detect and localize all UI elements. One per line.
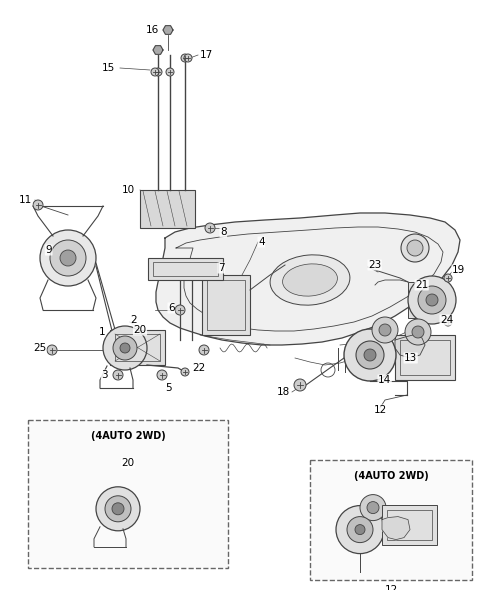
Text: 19: 19 (452, 265, 465, 275)
Circle shape (412, 326, 424, 338)
Circle shape (344, 329, 396, 381)
Bar (310, 460, 472, 580)
Circle shape (336, 506, 384, 553)
Circle shape (401, 234, 429, 262)
Text: 17: 17 (200, 50, 213, 60)
Text: 25: 25 (33, 343, 46, 353)
Circle shape (181, 54, 189, 62)
Polygon shape (382, 517, 410, 540)
Circle shape (372, 317, 398, 343)
Circle shape (103, 326, 147, 370)
Text: 12: 12 (384, 585, 397, 590)
Circle shape (112, 503, 124, 515)
Polygon shape (156, 213, 460, 345)
Circle shape (50, 240, 86, 276)
Text: 24: 24 (440, 315, 453, 325)
Bar (153, 262, 218, 276)
Circle shape (154, 68, 162, 76)
Text: 20: 20 (133, 325, 146, 335)
Bar (207, 280, 245, 330)
Bar (202, 275, 250, 335)
Circle shape (184, 54, 192, 62)
Circle shape (407, 240, 423, 256)
Circle shape (408, 276, 456, 324)
Circle shape (199, 345, 209, 355)
Circle shape (120, 343, 130, 353)
Circle shape (47, 345, 57, 355)
Text: 1: 1 (98, 327, 105, 337)
Text: 20: 20 (121, 458, 134, 468)
Circle shape (294, 379, 306, 391)
Bar (148, 258, 223, 280)
Text: 11: 11 (19, 195, 32, 205)
Bar (140, 190, 195, 228)
Text: 3: 3 (101, 370, 108, 380)
Circle shape (151, 68, 159, 76)
Text: 9: 9 (46, 245, 52, 255)
Text: 2: 2 (130, 315, 137, 325)
Circle shape (367, 502, 379, 514)
Circle shape (157, 370, 167, 380)
Polygon shape (163, 26, 173, 34)
Circle shape (181, 368, 189, 376)
Bar (382, 504, 437, 545)
Bar (400, 340, 450, 375)
Circle shape (113, 370, 123, 380)
Circle shape (113, 336, 137, 360)
Text: 14: 14 (378, 375, 391, 385)
Circle shape (347, 517, 373, 543)
Circle shape (175, 305, 185, 315)
Bar (395, 335, 455, 380)
Bar (110, 330, 165, 365)
Text: 4: 4 (258, 237, 264, 247)
Text: 7: 7 (218, 263, 225, 273)
Circle shape (356, 341, 384, 369)
Circle shape (360, 494, 386, 520)
Text: 22: 22 (192, 363, 205, 373)
Circle shape (96, 487, 140, 531)
Text: 10: 10 (122, 185, 135, 195)
Text: 21: 21 (415, 280, 428, 290)
Polygon shape (153, 45, 163, 54)
Polygon shape (418, 288, 442, 320)
Ellipse shape (283, 264, 337, 296)
Circle shape (444, 274, 452, 282)
Text: 13: 13 (404, 353, 417, 363)
Circle shape (355, 525, 365, 535)
Ellipse shape (270, 255, 350, 305)
Circle shape (379, 324, 391, 336)
Text: 12: 12 (373, 405, 386, 415)
Text: 16: 16 (145, 25, 158, 35)
Text: (4AUTO 2WD): (4AUTO 2WD) (91, 431, 166, 441)
Text: 23: 23 (368, 260, 381, 270)
Text: 15: 15 (102, 63, 115, 73)
Text: 6: 6 (168, 303, 175, 313)
Circle shape (405, 319, 431, 345)
Text: 18: 18 (277, 387, 290, 397)
Bar (408, 282, 428, 318)
Circle shape (205, 223, 215, 233)
Bar (115, 334, 160, 361)
Bar (387, 510, 432, 540)
Circle shape (105, 496, 131, 522)
Circle shape (418, 286, 446, 314)
Text: 8: 8 (220, 227, 227, 237)
Text: 5: 5 (165, 383, 171, 393)
Polygon shape (395, 335, 425, 358)
Circle shape (40, 230, 96, 286)
Bar (28, 420, 228, 568)
Circle shape (444, 318, 452, 326)
Circle shape (33, 200, 43, 210)
Circle shape (364, 349, 376, 361)
Text: (4AUTO 2WD): (4AUTO 2WD) (354, 471, 428, 481)
Circle shape (60, 250, 76, 266)
Circle shape (166, 68, 174, 76)
Circle shape (426, 294, 438, 306)
